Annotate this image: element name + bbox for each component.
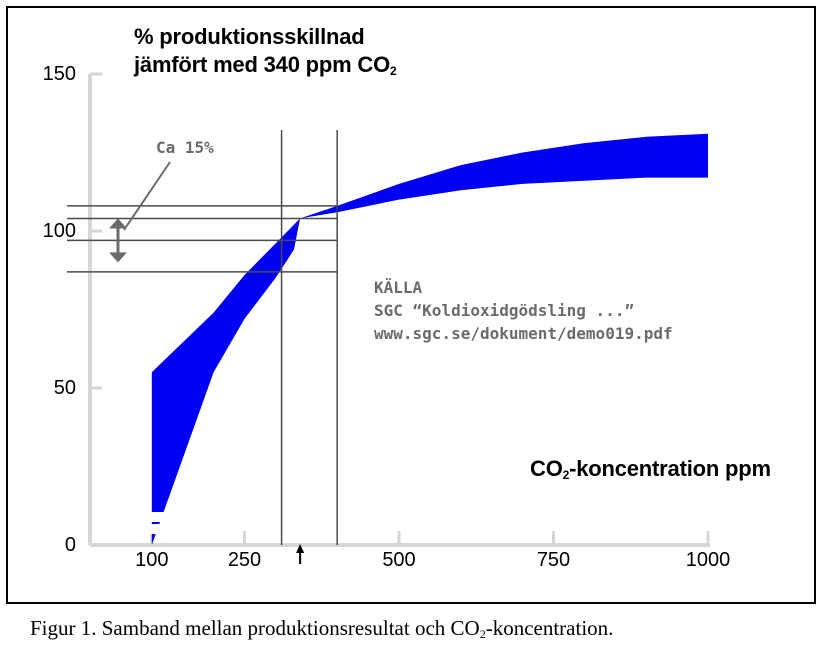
- x-marker-arrow-head: [296, 544, 305, 553]
- band-stripe: [147, 512, 218, 522]
- chart-title-line-1: % produktionsskillnad: [134, 24, 365, 49]
- chart-title-line-2: jämfört med 340 ppm CO2: [134, 52, 397, 78]
- bracket-arrow-up-head: [109, 218, 127, 229]
- bracket-label: Ca 15%: [156, 138, 214, 157]
- source-url: www.sgc.se/dokument/demo019.pdf: [374, 324, 673, 343]
- x-tick-label: 250: [227, 549, 262, 571]
- y-tick-label: 100: [42, 220, 76, 242]
- source-heading: KÄLLA: [374, 278, 423, 297]
- figure-frame: % produktionsskillnad jämfört med 340 pp…: [6, 6, 816, 604]
- x-tick-label: 100: [135, 549, 169, 571]
- source-title: SGC “Koldioxidgödsling ...”: [374, 301, 635, 320]
- y-tick-label: 150: [42, 63, 76, 85]
- production-band: [151, 133, 709, 545]
- chart: [67, 72, 710, 564]
- x-tick-label: 500: [382, 549, 416, 571]
- y-tick-label: 0: [64, 534, 76, 556]
- y-tick-label: 50: [53, 377, 76, 399]
- bracket-arrow-down-head: [109, 252, 127, 263]
- x-tick-label: 750: [536, 549, 571, 571]
- x-axis-label: CO2-koncentration ppm: [530, 456, 771, 482]
- bracket-pointer-line: [123, 161, 171, 231]
- figure-caption: Figur 1. Samband mellan produktionsresul…: [30, 616, 614, 641]
- x-tick-label: 1000: [685, 549, 731, 571]
- band-stripe: [147, 524, 218, 534]
